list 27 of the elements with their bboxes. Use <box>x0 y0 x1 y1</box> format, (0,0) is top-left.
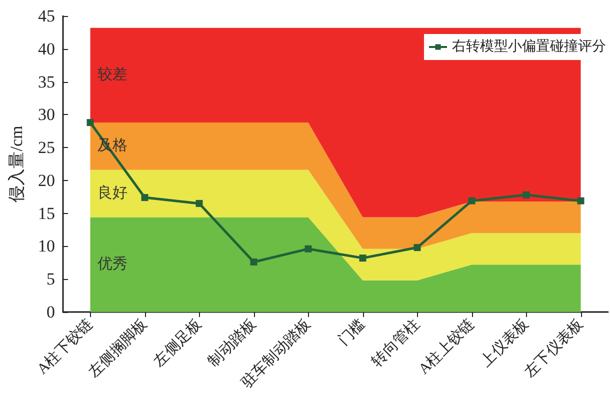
y-tick-label: 35 <box>38 72 55 92</box>
y-tick-label: 30 <box>38 105 55 124</box>
y-tick-label: 10 <box>38 236 55 256</box>
point <box>522 191 530 198</box>
y-tick-label: 40 <box>38 39 55 58</box>
y-tick-label: 20 <box>38 170 55 190</box>
x-tick-label: 门槛 <box>335 316 368 349</box>
series-label: 良好 <box>97 184 128 202</box>
y-tick-label: 0 <box>46 302 55 322</box>
series-label: 较差 <box>97 66 128 84</box>
point <box>468 197 476 204</box>
point <box>577 197 584 204</box>
point <box>86 119 94 126</box>
y-tick-label: 45 <box>38 6 55 26</box>
point <box>196 200 203 207</box>
point <box>304 245 312 252</box>
point <box>359 254 366 262</box>
point <box>250 258 258 266</box>
y-tick-label: 15 <box>38 204 55 223</box>
y-axis-title: 侵入量/cm <box>7 126 26 202</box>
y-tick-label: 25 <box>38 138 55 158</box>
x-tick-label: 左侧足板 <box>150 316 205 370</box>
series-label: 优秀 <box>97 256 128 273</box>
point <box>141 194 148 202</box>
point <box>414 244 421 252</box>
legend-label: 右转模型小偏置碰撞评分 <box>452 38 606 54</box>
y-tick-label: 5 <box>46 270 55 289</box>
